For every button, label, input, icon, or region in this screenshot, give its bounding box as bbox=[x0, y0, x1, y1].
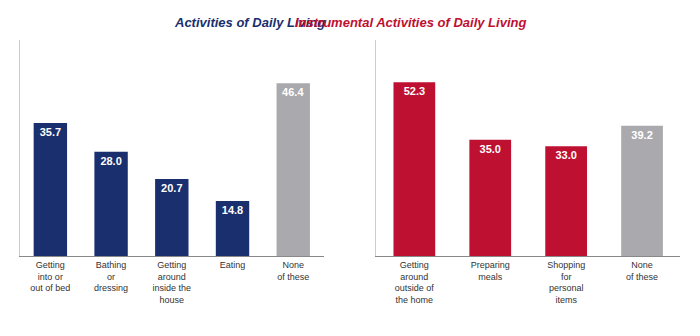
svg-text:Gettingaroundinside thehouse: Gettingaroundinside thehouse bbox=[153, 260, 192, 305]
svg-text:Shoppingforpersonalitems: Shoppingforpersonalitems bbox=[547, 260, 585, 305]
svg-text:52.3: 52.3 bbox=[404, 85, 425, 97]
svg-text:Activities of Daily Living: Activities of Daily Living bbox=[174, 15, 325, 30]
svg-text:28.0: 28.0 bbox=[100, 155, 121, 167]
svg-text:Gettingaroundoutside ofthe hom: Gettingaroundoutside ofthe home bbox=[395, 260, 435, 305]
svg-text:Eating: Eating bbox=[220, 260, 246, 270]
svg-text:Gettinginto orout of bed: Gettinginto orout of bed bbox=[30, 260, 70, 293]
svg-text:Instrumental Activities of Dai: Instrumental Activities of Daily Living bbox=[295, 15, 526, 30]
svg-text:Noneof these: Noneof these bbox=[626, 260, 658, 282]
svg-text:14.8: 14.8 bbox=[222, 204, 243, 216]
svg-text:Bathingordressing: Bathingordressing bbox=[94, 260, 128, 293]
svg-text:Noneof these: Noneof these bbox=[277, 260, 309, 282]
svg-text:39.2: 39.2 bbox=[631, 129, 652, 141]
svg-text:46.4: 46.4 bbox=[282, 86, 304, 98]
svg-text:35.7: 35.7 bbox=[40, 126, 61, 138]
svg-text:35.0: 35.0 bbox=[480, 143, 501, 155]
svg-text:33.0: 33.0 bbox=[555, 149, 576, 161]
svg-text:20.7: 20.7 bbox=[161, 182, 182, 194]
svg-text:Preparingmeals: Preparingmeals bbox=[471, 260, 510, 282]
